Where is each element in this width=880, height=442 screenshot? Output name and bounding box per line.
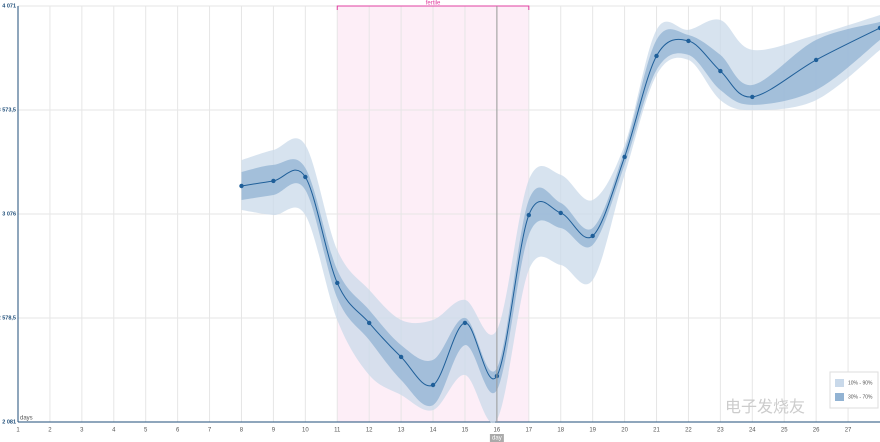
x-tick-label: 27 bbox=[845, 428, 852, 434]
x-tick-label: 1 bbox=[16, 428, 20, 434]
highlight-label: fertile bbox=[426, 1, 441, 7]
x-tick-label: 15 bbox=[462, 428, 469, 434]
data-point bbox=[622, 154, 627, 160]
data-point bbox=[335, 280, 340, 286]
data-point bbox=[398, 354, 404, 360]
data-point bbox=[654, 53, 659, 59]
watermark: 电子发烧友 bbox=[725, 398, 805, 416]
highlight-bracket bbox=[336, 5, 530, 10]
x-tick-label: 17 bbox=[525, 428, 532, 434]
data-point bbox=[718, 68, 723, 74]
data-point bbox=[303, 174, 308, 180]
x-tick-label: 26 bbox=[813, 428, 820, 434]
x-tick-label: 2 bbox=[48, 428, 52, 434]
legend-box bbox=[829, 371, 879, 409]
data-point bbox=[430, 382, 436, 388]
y-tick-label: 4 071 bbox=[2, 3, 16, 9]
x-tick-label: 9 bbox=[272, 428, 276, 434]
y-tick-label: 3 573,5 bbox=[0, 107, 16, 113]
cursor-label: day bbox=[492, 436, 502, 442]
x-tick-label: 22 bbox=[685, 428, 692, 434]
data-point bbox=[526, 212, 532, 218]
legend-label: 10% - 90% bbox=[848, 380, 873, 386]
x-tick-label: 14 bbox=[430, 428, 437, 434]
data-point bbox=[877, 25, 880, 31]
x-tick-label: 13 bbox=[398, 428, 405, 434]
data-point bbox=[813, 57, 819, 63]
data-point bbox=[750, 94, 755, 100]
x-tick-label: 24 bbox=[749, 428, 756, 434]
x-axis-label: days bbox=[20, 416, 33, 422]
y-tick-label: 2 578,5 bbox=[0, 315, 16, 321]
data-point bbox=[462, 320, 468, 326]
data-point bbox=[271, 178, 276, 184]
x-tick-label: 12 bbox=[366, 428, 373, 434]
x-tick-label: 19 bbox=[589, 428, 596, 434]
y-tick-label: 2 081 bbox=[2, 419, 16, 425]
data-point bbox=[366, 320, 372, 326]
x-tick-label: 21 bbox=[653, 428, 660, 434]
x-tick-label: 11 bbox=[334, 428, 341, 434]
x-tick-label: 3 bbox=[80, 428, 84, 434]
x-tick-label: 25 bbox=[781, 428, 788, 434]
cursor-label-box bbox=[489, 434, 504, 442]
legend-label: 30% - 70% bbox=[848, 394, 873, 400]
data-point bbox=[558, 210, 563, 216]
x-tick-label: 8 bbox=[240, 428, 244, 434]
y-tick-label: 3 076 bbox=[2, 211, 16, 217]
x-tick-label: 18 bbox=[557, 428, 564, 434]
x-tick-label: 23 bbox=[717, 428, 724, 434]
x-tick-label: 6 bbox=[176, 428, 180, 434]
legend-swatch bbox=[835, 379, 844, 387]
data-point bbox=[590, 233, 595, 239]
x-tick-label: 5 bbox=[144, 428, 148, 434]
legend-swatch bbox=[835, 393, 844, 401]
x-tick-label: 16 bbox=[494, 428, 501, 434]
x-tick-label: 7 bbox=[208, 428, 212, 434]
data-point bbox=[686, 38, 691, 44]
x-tick-label: 4 bbox=[112, 428, 116, 434]
x-tick-label: 20 bbox=[621, 428, 628, 434]
x-tick-label: 10 bbox=[302, 428, 309, 434]
data-point bbox=[239, 183, 244, 189]
